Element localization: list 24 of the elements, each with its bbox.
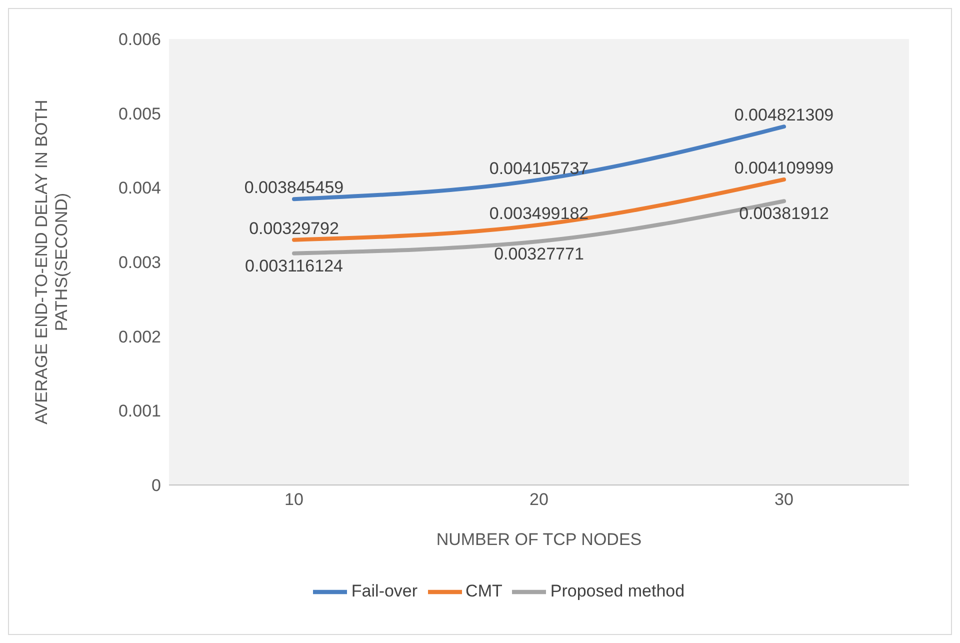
y-tick-label: 0.001 (118, 402, 161, 421)
data-label: 0.004109999 (734, 158, 834, 178)
data-label: 0.004105737 (489, 158, 589, 178)
x-tick-label: 20 (530, 490, 548, 510)
y-tick-label: 0.002 (118, 327, 161, 346)
data-label: 0.003845459 (244, 178, 344, 198)
y-tick-label: 0.005 (118, 104, 161, 124)
data-label: 0.003116124 (244, 256, 344, 276)
y-tick-label: 0.006 (118, 30, 161, 50)
y-tick-label: 0 (152, 476, 161, 496)
legend-label: CMT (466, 581, 502, 600)
x-axis-title: NUMBER OF TCP NODES (436, 530, 642, 549)
data-label: 0.00327771 (494, 244, 584, 264)
data-label: 0.003499182 (489, 204, 589, 223)
data-label: 0.00381912 (739, 204, 829, 224)
y-tick-label: 0.003 (118, 253, 161, 272)
x-tick-label: 30 (774, 490, 794, 510)
y-tick-label: 0.004 (118, 178, 161, 198)
y-axis-title: AVERAGE END-TO-END DELAY IN BOTH PATHS(SECOND) (32, 100, 71, 424)
x-tick-label: 10 (284, 490, 304, 510)
legend-label: Fail-over (351, 581, 418, 600)
data-label: 0.00329792 (249, 218, 339, 238)
data-label: 0.004821309 (734, 106, 834, 125)
legend-label: Proposed method (550, 581, 685, 600)
